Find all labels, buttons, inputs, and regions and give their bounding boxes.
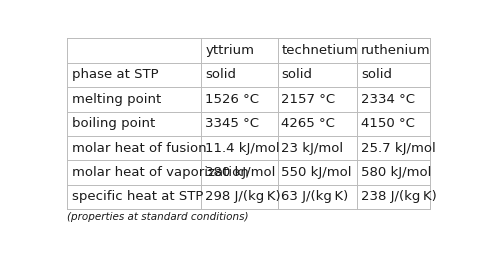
Text: phase at STP: phase at STP [72,68,158,81]
Text: (properties at standard conditions): (properties at standard conditions) [67,212,248,222]
Text: 298 J/(kg K): 298 J/(kg K) [205,191,280,204]
Text: ruthenium: ruthenium [360,44,430,57]
Text: boiling point: boiling point [72,117,155,130]
Text: 11.4 kJ/mol: 11.4 kJ/mol [205,142,279,155]
Text: technetium: technetium [281,44,357,57]
Text: 63 J/(kg K): 63 J/(kg K) [281,191,348,204]
Text: molar heat of vaporization: molar heat of vaporization [72,166,248,179]
Text: melting point: melting point [72,93,161,106]
Text: 580 kJ/mol: 580 kJ/mol [360,166,430,179]
Text: 2157 °C: 2157 °C [281,93,335,106]
Text: specific heat at STP: specific heat at STP [72,191,203,204]
Text: 380 kJ/mol: 380 kJ/mol [205,166,275,179]
Text: 23 kJ/mol: 23 kJ/mol [281,142,343,155]
Text: solid: solid [205,68,236,81]
Text: 1526 °C: 1526 °C [205,93,258,106]
Text: 3345 °C: 3345 °C [205,117,258,130]
Text: 25.7 kJ/mol: 25.7 kJ/mol [360,142,435,155]
Text: molar heat of fusion: molar heat of fusion [72,142,206,155]
Text: 2334 °C: 2334 °C [360,93,414,106]
Text: 550 kJ/mol: 550 kJ/mol [281,166,351,179]
Text: 238 J/(kg K): 238 J/(kg K) [360,191,436,204]
Text: 4265 °C: 4265 °C [281,117,334,130]
Text: 4150 °C: 4150 °C [360,117,414,130]
Text: solid: solid [360,68,391,81]
Text: yttrium: yttrium [205,44,254,57]
Text: solid: solid [281,68,312,81]
